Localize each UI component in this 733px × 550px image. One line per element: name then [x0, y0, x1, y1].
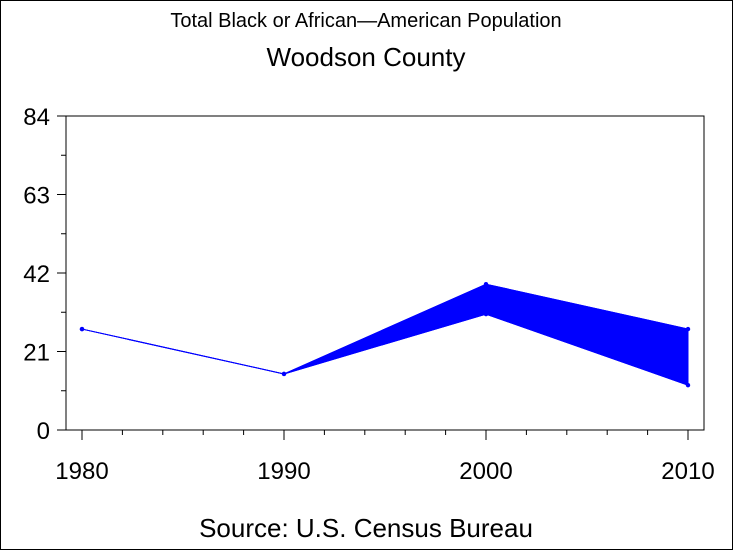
- y-tick-label: 63: [23, 183, 50, 210]
- data-point: [685, 326, 691, 332]
- chart-title: Woodson County: [267, 42, 466, 72]
- y-tick-label: 21: [23, 340, 50, 367]
- y-tick-label: 84: [23, 104, 50, 131]
- series-line-2: [81, 313, 689, 386]
- x-tick-label: 2010: [661, 458, 714, 485]
- data-point: [685, 382, 691, 388]
- data-point: [281, 371, 287, 377]
- y-tick-label: 0: [37, 418, 50, 445]
- chart-subtitle: Total Black or African—American Populati…: [170, 10, 561, 32]
- series-band-area: [81, 283, 689, 386]
- x-tick-label: 1980: [55, 458, 108, 485]
- data-point: [483, 311, 489, 317]
- data-point: [79, 326, 85, 332]
- chart-footnote: Source: U.S. Census Bureau: [199, 513, 533, 543]
- y-tick-label: 42: [23, 261, 50, 288]
- data-point: [483, 282, 489, 287]
- x-tick-label: 2000: [459, 458, 512, 485]
- x-tick-label: 1990: [257, 458, 310, 485]
- plot-area: [65, 115, 705, 431]
